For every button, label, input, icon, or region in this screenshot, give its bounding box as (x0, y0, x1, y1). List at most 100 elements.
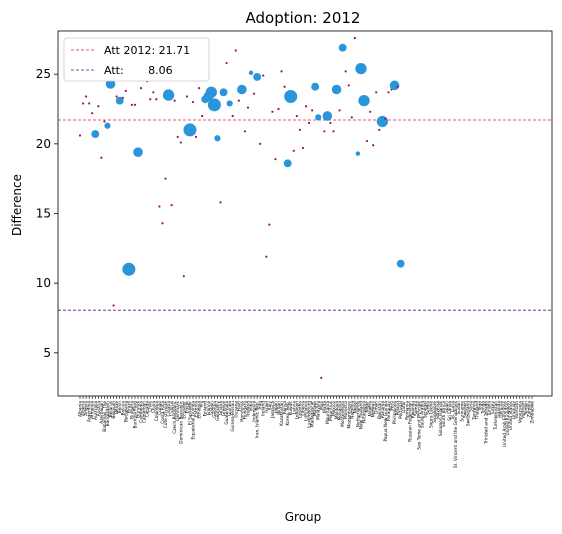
x-tick-label: Mauritania (325, 401, 331, 424)
x-tick-label: Qatar (401, 401, 407, 413)
data-point (292, 149, 295, 152)
x-tick-label: Zimbabwe (530, 401, 536, 424)
x-tick-label: Niger (365, 401, 371, 413)
x-tick-label: Australia (93, 401, 99, 420)
data-point (170, 204, 173, 207)
data-point (139, 87, 143, 90)
x-tick-label: Belize (114, 401, 120, 414)
data-point (122, 262, 136, 276)
x-tick-label: Lesotho (297, 401, 303, 418)
x-tick-label: United Kingdom (505, 401, 511, 436)
x-tick-label: Namibia (349, 401, 355, 419)
x-tick-label: Slovenia (435, 401, 441, 420)
x-tick-label: Burundi (136, 401, 142, 418)
data-point (164, 177, 167, 180)
x-tick-label: New Zealand (358, 401, 364, 430)
y-tick-label: 20 (36, 137, 51, 151)
x-tick-label: Cyprus (169, 400, 175, 416)
x-tick-label: Romania (404, 401, 410, 420)
data-point (365, 139, 369, 143)
x-tick-label: Malawi (313, 401, 319, 416)
x-tick-label: Bahamas, The (102, 401, 108, 432)
data-point (301, 146, 305, 150)
x-tick-label: Czech Republic (172, 400, 178, 433)
data-point (219, 88, 228, 97)
x-tick-label: India (249, 401, 255, 412)
data-point (219, 201, 222, 204)
x-tick-label: Azerbaijan (99, 401, 105, 424)
legend-label-att: Att: 8.06 (104, 64, 173, 77)
x-tick-label: Tanzania (471, 401, 477, 421)
x-tick-label: Germany (215, 401, 221, 421)
x-tick-label: Mozambique (346, 401, 352, 429)
x-tick-label: Iraq (258, 401, 264, 410)
x-tick-label: Sao Tome and Principe (417, 401, 423, 450)
x-tick-label: Albania (78, 401, 84, 417)
x-tick-label: Philippines (392, 400, 398, 424)
data-point (191, 100, 195, 104)
x-tick-label: Zambia (526, 401, 532, 418)
x-tick-label: Kuwait (288, 401, 294, 416)
x-tick-label: Nigeria (368, 401, 374, 417)
data-point (104, 122, 111, 129)
x-tick-label: Benin (117, 401, 123, 414)
data-point (350, 116, 353, 119)
data-point (384, 117, 387, 120)
x-tick-label: Mali (319, 401, 325, 410)
data-point (155, 98, 158, 101)
data-point (283, 85, 286, 88)
x-tick-label: Uruguay (511, 401, 517, 420)
x-tick-label: Papua New Guinea (383, 401, 389, 442)
data-point (161, 222, 164, 225)
data-point (205, 86, 217, 98)
x-tick-label: St. Vincent and the Grenadines (453, 400, 459, 468)
data-point (248, 70, 254, 76)
x-tick-label: Togo (478, 401, 484, 412)
x-tick-label: Guinea-Bissau (230, 401, 236, 432)
data-point (355, 62, 367, 75)
x-tick-label: Kazakhstan (279, 401, 285, 426)
data-point (176, 135, 179, 138)
data-point (277, 107, 280, 111)
data-point (81, 102, 85, 105)
data-point (152, 91, 155, 94)
x-tick-label: China (151, 401, 157, 414)
x-tick-label: Luxembourg (307, 401, 313, 428)
data-point (396, 259, 405, 268)
x-tick-label: Congo (157, 401, 163, 415)
data-point (179, 141, 182, 144)
x-tick-label: Croatia (166, 401, 172, 417)
data-point (307, 121, 311, 125)
x-tick-label: Sudan (456, 401, 462, 415)
x-tick-label: Sweden (462, 401, 468, 418)
x-tick-label: Botswana (123, 401, 129, 422)
data-point (112, 304, 115, 307)
data-point (88, 102, 91, 105)
x-tick-label: Mauritius (328, 400, 334, 421)
x-tick-label: Colombia (154, 401, 160, 422)
x-tick-label: Austria (96, 401, 102, 417)
x-tick-label: Syria (468, 401, 474, 412)
x-tick-label: Samoa (413, 401, 419, 416)
x-tick-label: Moldova (334, 401, 340, 419)
x-tick-label: Suriname (459, 401, 465, 422)
x-tick-label: Russian Federation (407, 401, 413, 442)
x-tick-label: Indonesia (252, 401, 258, 422)
x-tick-label: Iran, Islamic Rep. (255, 401, 261, 438)
x-tick-label: El Salvador (187, 401, 193, 425)
x-tick-label: Jamaica (270, 401, 276, 419)
data-point (133, 103, 137, 106)
chart-title: Adoption: 2012 (246, 9, 361, 27)
x-tick-label: Dominican Republic (178, 400, 184, 443)
data-point (130, 103, 134, 106)
data-point (372, 144, 375, 147)
x-tick-label: Nicaragua (362, 401, 368, 423)
x-tick-label: Liberia (300, 401, 306, 416)
data-point (304, 105, 308, 108)
x-tick-label: Cambodia (139, 401, 145, 423)
x-tick-label: Estonia (194, 401, 200, 417)
data-point (311, 109, 314, 112)
x-tick-label: South Africa (441, 401, 447, 427)
data-point (149, 98, 152, 101)
